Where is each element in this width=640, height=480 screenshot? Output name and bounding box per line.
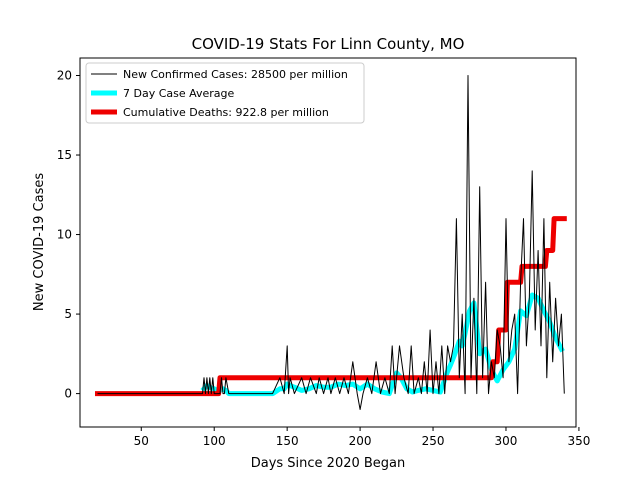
x-axis-label: Days Since 2020 Began <box>251 456 406 471</box>
x-tick-label: 250 <box>422 434 445 448</box>
x-tick-label: 150 <box>276 434 299 448</box>
x-tick-label: 200 <box>349 434 372 448</box>
x-tick-label: 100 <box>203 434 226 448</box>
y-tick-label: 0 <box>64 387 72 401</box>
x-tick-label: 50 <box>134 434 149 448</box>
y-tick-label: 5 <box>64 307 72 321</box>
y-tick-label: 15 <box>57 148 72 162</box>
y-axis-label: New COVID-19 Cases <box>32 173 47 311</box>
series-new-cases-line <box>97 75 565 410</box>
y-tick-label: 10 <box>57 228 72 242</box>
legend-entry-7-day-average-label: 7 Day Case Average <box>123 87 235 100</box>
legend-box <box>85 62 365 124</box>
legend-entry-new-cases-label: New Confirmed Cases: 28500 per million <box>123 68 348 81</box>
x-axis: 50 100 150 200 250 300 350 <box>134 427 590 448</box>
y-tick-label: 20 <box>57 68 72 82</box>
plot-frame <box>79 57 577 428</box>
legend: New Confirmed Cases: 28500 per million 7 … <box>85 62 365 124</box>
x-tick-label: 350 <box>567 434 590 448</box>
plot-area <box>95 75 567 410</box>
x-tick-label: 300 <box>495 434 518 448</box>
y-axis: 0 5 10 15 20 <box>57 68 80 401</box>
legend-entry-cumulative-deaths-label: Cumulative Deaths: 922.8 per million <box>123 106 329 119</box>
chart-title: COVID-19 Stats For Linn County, MO <box>192 35 465 53</box>
